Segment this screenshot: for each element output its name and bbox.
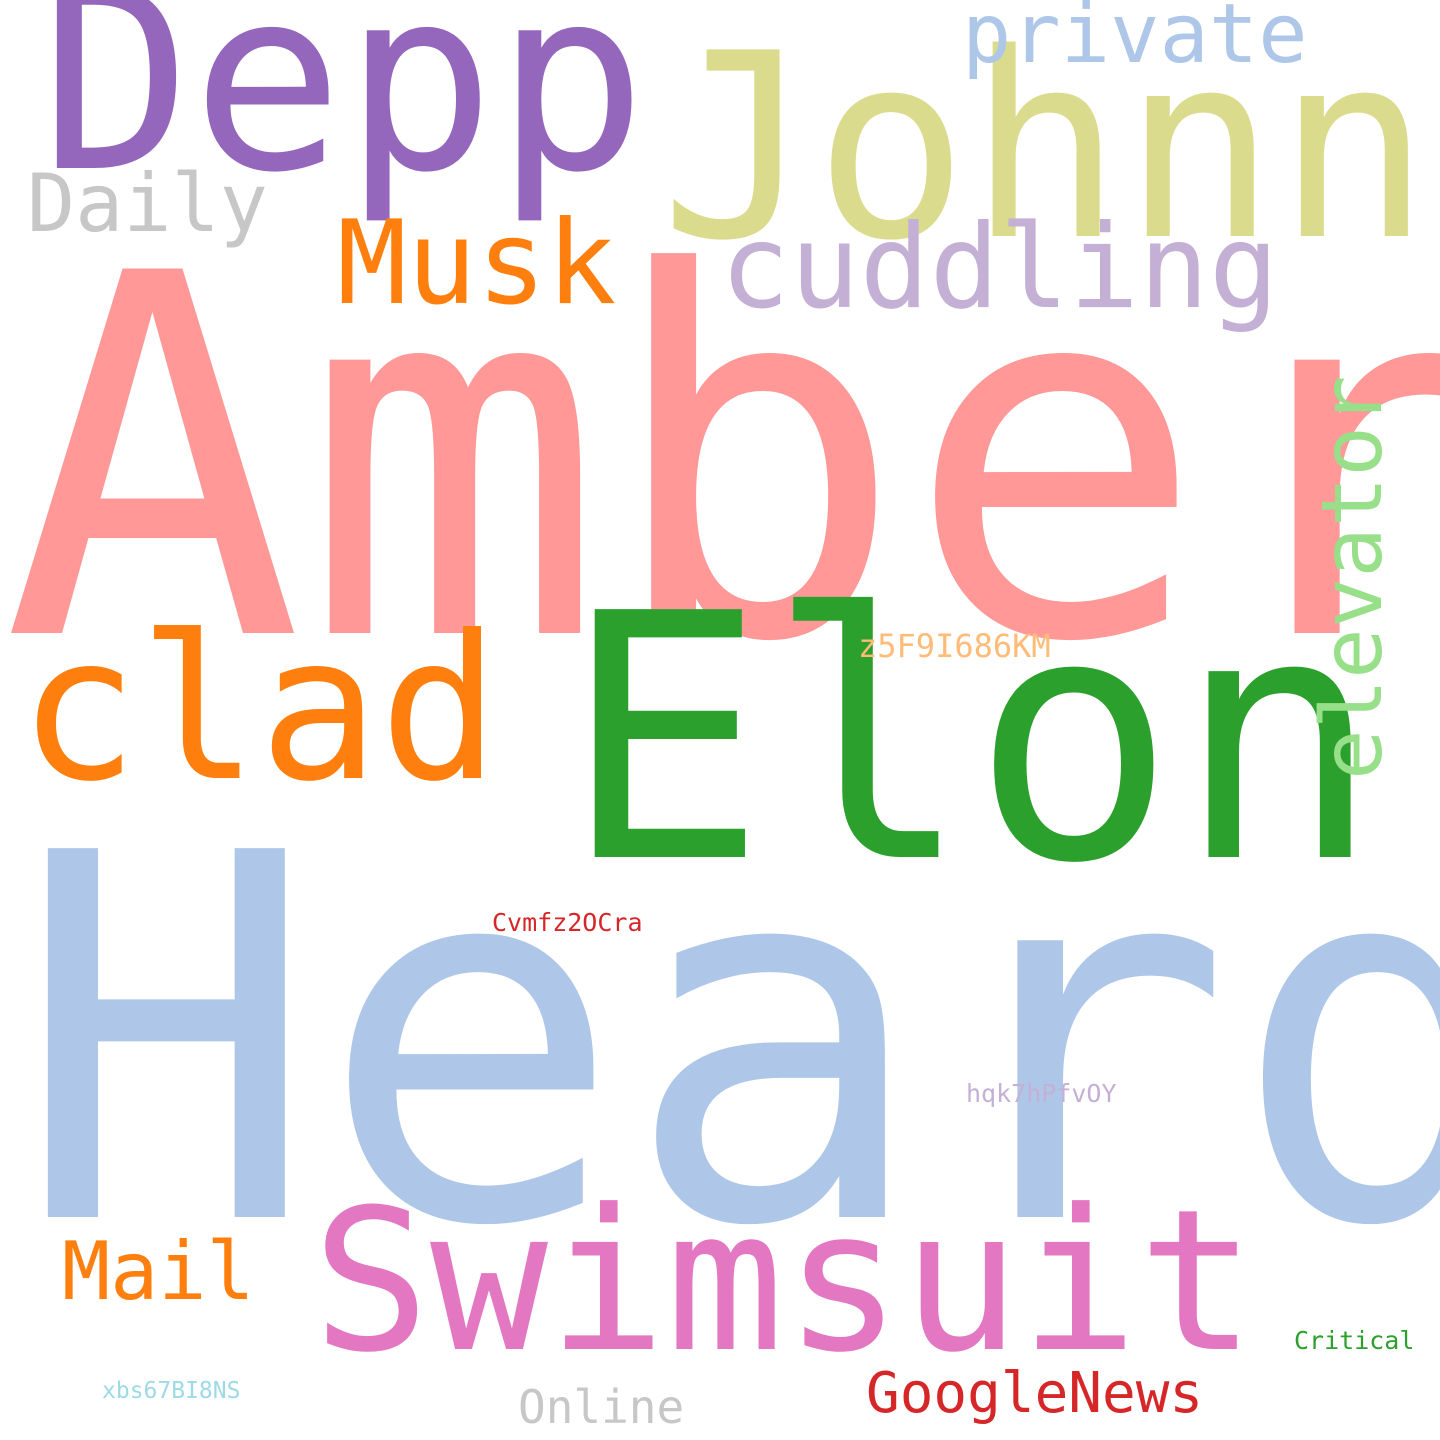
word-online: Online [518, 1380, 685, 1434]
word-xbs67bi8ns: xbs67BI8NS [102, 1378, 241, 1404]
word-cvmfz2ocra: Cvmfz2OCra [492, 908, 643, 937]
word-googlenews: GoogleNews [866, 1361, 1204, 1426]
word-musk: Musk [337, 196, 617, 331]
word-elon: Elon [562, 542, 1381, 938]
word-clad: clad [18, 593, 500, 826]
word-heard: Heard [14, 748, 1440, 1337]
word-johnny: Johnny [660, 0, 1440, 297]
word-swimsuit: Swimsuit [312, 1168, 1257, 1396]
word-elevator: elevator [1303, 375, 1401, 780]
word-cuddling: cuddling [720, 200, 1279, 335]
word-amber: Amber [2, 169, 1440, 751]
word-z5f9i686km: z5F9I686KM [858, 627, 1051, 665]
word-private: private [962, 0, 1308, 82]
word-critical: Critical [1294, 1326, 1415, 1355]
word-mail: Mail [62, 1225, 255, 1318]
word-hqk7hpfvoy: hqk7hPfvOY [966, 1079, 1117, 1108]
word-daily: Daily [27, 157, 268, 250]
word-depp: Depp [40, 0, 647, 228]
